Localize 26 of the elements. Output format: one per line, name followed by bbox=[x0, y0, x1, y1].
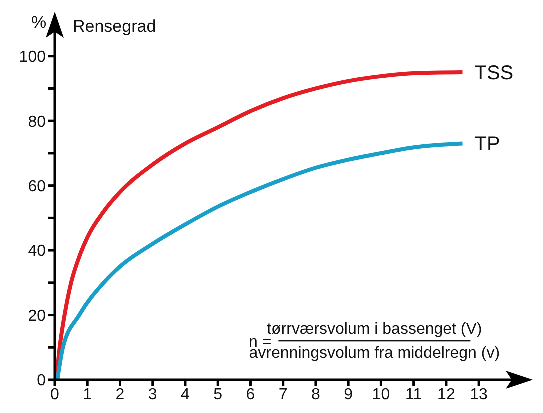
x-tick-label: 10 bbox=[372, 386, 390, 404]
x-tick-label: 4 bbox=[181, 386, 190, 404]
x-tick-label: 3 bbox=[148, 386, 158, 404]
text: % bbox=[31, 13, 47, 32]
x-tick-label: 5 bbox=[214, 386, 223, 404]
x-tick-label: 13 bbox=[470, 386, 488, 404]
y-axis-title: Rensegrad bbox=[73, 17, 156, 36]
y-tick-label: 0 bbox=[37, 372, 46, 390]
y-tick-label: 80 bbox=[28, 114, 46, 131]
y-tick-label: 20 bbox=[28, 308, 46, 325]
x-tick-label: 6 bbox=[246, 386, 256, 404]
x-tick-label: 0 bbox=[50, 386, 60, 404]
x-tick-label: 7 bbox=[278, 386, 288, 404]
x-tick-label: 8 bbox=[312, 386, 321, 404]
x-tick-label: 12 bbox=[438, 386, 456, 404]
annotation: avrenningsvolum fra middelregn (v) bbox=[249, 345, 500, 362]
y-tick-label: 100 bbox=[19, 49, 46, 66]
x-tick-label: 11 bbox=[406, 386, 422, 404]
y-tick-label: 60 bbox=[28, 178, 46, 196]
annotation: tørrværsvolum i bassenget (V) bbox=[267, 321, 482, 338]
x-tick-label: 2 bbox=[116, 386, 125, 404]
y-tick-label: 40 bbox=[28, 243, 46, 260]
series-label: TSS bbox=[474, 62, 514, 85]
x-tick-label: 1 bbox=[83, 386, 92, 404]
x-tick-label: 9 bbox=[344, 386, 354, 404]
series-label: TP bbox=[474, 134, 500, 156]
